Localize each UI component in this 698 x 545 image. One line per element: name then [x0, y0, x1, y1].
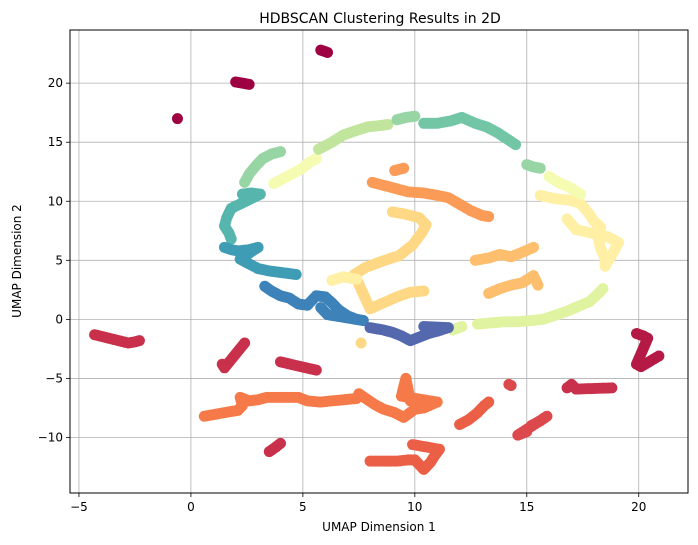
cluster-13 — [239, 110, 546, 188]
data-point — [398, 162, 410, 174]
cluster-4 — [364, 396, 495, 475]
cluster-17 — [259, 280, 369, 327]
data-point — [310, 364, 322, 376]
data-point — [532, 279, 544, 291]
x-axis-label: UMAP Dimension 1 — [322, 520, 436, 534]
cluster-11 — [447, 283, 609, 336]
y-tick-label: 5 — [55, 253, 63, 267]
data-point — [483, 211, 495, 223]
data-point — [274, 146, 286, 158]
data-points — [89, 44, 665, 475]
data-point — [653, 350, 665, 362]
data-point — [528, 241, 539, 253]
plot-frame — [69, 29, 689, 494]
y-axis-label: UMAP Dimension 2 — [10, 204, 24, 318]
data-point — [606, 382, 618, 394]
cluster-7 — [469, 241, 544, 299]
x-tick-label: 10 — [407, 500, 422, 514]
cluster-14 — [418, 111, 522, 151]
cluster-0 — [171, 44, 333, 125]
cluster-2 — [89, 329, 618, 458]
data-point — [407, 439, 419, 451]
chart-title: HDBSCAN Clustering Results in 2D — [259, 11, 501, 27]
data-point — [351, 273, 363, 285]
x-tick-label: 5 — [299, 500, 307, 514]
data-point — [534, 162, 546, 174]
y-tick-label: 20 — [48, 76, 63, 90]
cluster-12 — [313, 118, 394, 155]
data-point — [505, 380, 517, 392]
data-point — [456, 320, 468, 332]
data-point — [355, 337, 367, 349]
data-point — [315, 302, 327, 314]
data-point — [322, 46, 333, 58]
x-tick-label: −5 — [70, 500, 88, 514]
y-tick-label: 10 — [48, 194, 63, 208]
cluster-15 — [219, 187, 266, 245]
data-point — [225, 233, 237, 245]
cluster-1 — [631, 328, 665, 373]
data-point — [243, 78, 255, 90]
data-point — [597, 283, 609, 295]
data-point — [274, 437, 286, 449]
x-tick-label: 15 — [519, 500, 534, 514]
data-point — [561, 213, 573, 225]
y-tick-label: 0 — [55, 312, 63, 326]
data-point — [171, 113, 183, 125]
cluster-3 — [503, 378, 553, 441]
data-point — [382, 118, 394, 130]
data-point — [133, 335, 145, 347]
data-point — [310, 153, 322, 165]
cluster-18 — [364, 320, 454, 347]
y-tick-label: −10 — [38, 430, 63, 444]
y-tick-label: 15 — [48, 135, 63, 149]
grid-lines — [70, 30, 688, 493]
data-point — [290, 268, 302, 280]
cluster-6 — [366, 162, 495, 223]
data-point — [510, 139, 522, 151]
data-point — [418, 285, 430, 297]
data-point — [418, 320, 430, 332]
cluster-8 — [348, 206, 432, 349]
y-tick-label: −5 — [45, 371, 63, 385]
cluster-10 — [268, 153, 587, 200]
cluster-5 — [198, 372, 443, 423]
data-point — [521, 426, 533, 438]
x-tick-label: 0 — [187, 500, 195, 514]
x-axis-ticks: −5 0 5 10 15 20 — [70, 493, 646, 514]
data-point — [239, 337, 251, 349]
data-point — [575, 188, 587, 200]
cluster-9 — [326, 189, 625, 286]
x-tick-label: 20 — [631, 500, 646, 514]
y-axis-ticks: −10 −5 0 5 10 15 20 — [38, 76, 70, 444]
data-point — [409, 110, 421, 122]
data-point — [404, 395, 416, 407]
cluster-16 — [219, 241, 302, 280]
data-point — [483, 396, 495, 408]
